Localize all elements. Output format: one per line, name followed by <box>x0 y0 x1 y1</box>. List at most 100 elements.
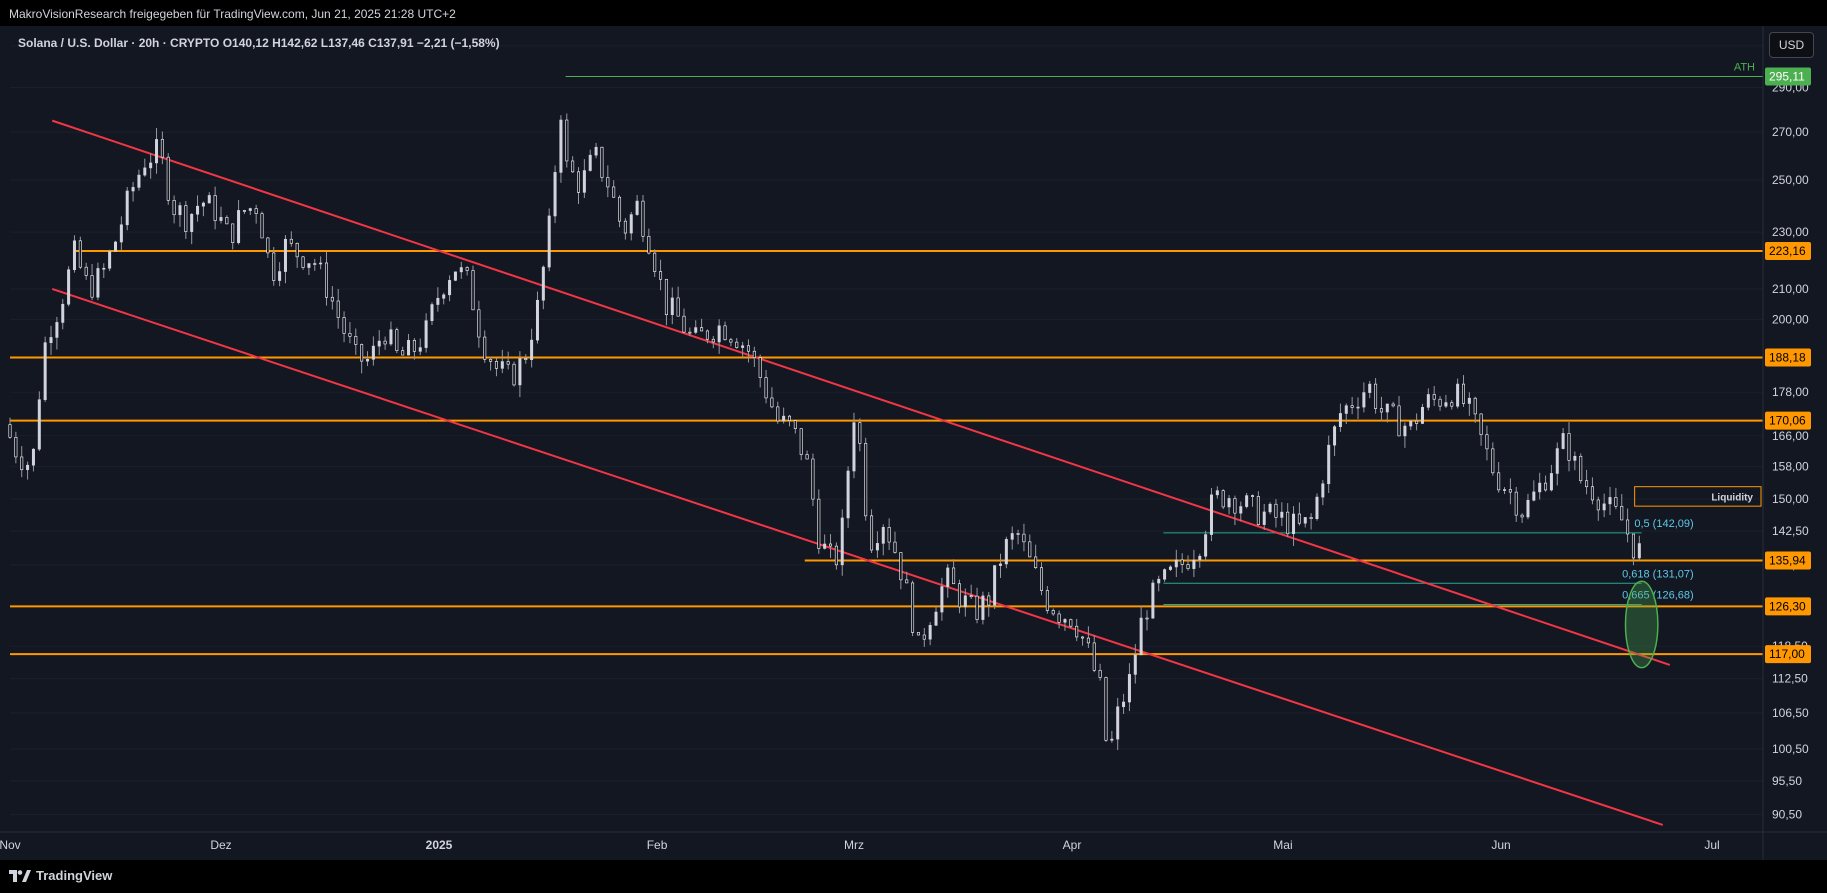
candle-body <box>852 422 856 472</box>
chart-background <box>0 26 1827 860</box>
candle-body <box>694 327 698 333</box>
candle-body <box>629 214 633 234</box>
fib-label: 0,618 (131,07) <box>1622 568 1694 580</box>
currency-button[interactable]: USD <box>1769 32 1814 58</box>
candle-body <box>1016 533 1020 535</box>
candle-body <box>787 415 791 421</box>
price-chart[interactable]: ATH 0,5 (142,09) 0,618 (131,07) 0,665 (126,… <box>0 26 1827 860</box>
candle-body <box>799 428 803 455</box>
y-tick-label: 250,00 <box>1772 173 1809 187</box>
candle-body <box>1127 674 1131 703</box>
candle-body <box>664 278 668 316</box>
candle-body <box>670 297 674 316</box>
price-tag <box>1765 67 1811 86</box>
candle-body <box>1303 517 1307 524</box>
x-tick-label: 2025 <box>426 838 453 852</box>
candle-body <box>577 171 581 193</box>
candle-body <box>524 358 528 361</box>
candle-body <box>1116 706 1120 740</box>
candle-body <box>1145 617 1149 620</box>
candle-body <box>1192 559 1196 569</box>
candle-body <box>741 345 745 348</box>
candle-body <box>278 271 282 281</box>
candle-body <box>242 210 246 212</box>
candle-body <box>518 358 522 386</box>
candle-body <box>1262 511 1266 525</box>
tradingview-logo[interactable]: TradingView <box>9 868 112 883</box>
candle-body <box>1450 402 1454 407</box>
candle-body <box>1297 513 1301 524</box>
candle-body <box>1209 494 1213 535</box>
candle-body <box>1004 539 1008 565</box>
candle-body <box>1034 556 1038 568</box>
candle-body <box>1321 483 1325 498</box>
candle-body <box>1473 397 1477 415</box>
x-tick-label: Mai <box>1273 838 1292 852</box>
candle-body <box>1514 491 1518 516</box>
symbol-legend[interactable]: Solana / U.S. Dollar · 20h · CRYPTO O140… <box>18 36 500 50</box>
candle-body <box>647 235 651 254</box>
candle-body <box>49 337 53 343</box>
candle-body <box>1186 564 1190 569</box>
candle-body <box>911 582 915 633</box>
candle-body <box>389 329 393 345</box>
price-tag-label: 223,16 <box>1769 244 1806 258</box>
candle-body <box>14 436 18 458</box>
candle-body <box>1608 497 1612 505</box>
candle-body <box>805 454 809 460</box>
candle-body <box>207 195 211 204</box>
candle-body <box>1497 472 1501 491</box>
y-tick-label: 270,00 <box>1772 125 1809 139</box>
candle-body <box>1415 420 1419 424</box>
candle-body <box>1520 514 1524 518</box>
candle-body <box>1239 506 1243 514</box>
price-axis[interactable]: 310,00290,00270,00250,00230,00210,00200,… <box>1762 26 1827 860</box>
candle-body <box>407 340 411 356</box>
candle-body <box>1069 619 1073 627</box>
candle-body <box>78 240 82 268</box>
price-tag <box>1765 551 1811 570</box>
candle-body <box>1579 455 1583 482</box>
candle-body <box>1163 569 1167 580</box>
candle-body <box>489 359 493 362</box>
candle-body <box>1028 541 1032 558</box>
candle-body <box>354 336 358 345</box>
candle-body <box>125 190 129 226</box>
price-tag <box>1765 411 1811 430</box>
candle-body <box>1391 403 1395 407</box>
candle-body <box>1180 559 1184 565</box>
price-tag <box>1765 348 1811 367</box>
candle-body <box>770 397 774 408</box>
price-tag <box>1765 242 1811 261</box>
candle-body <box>1461 383 1465 404</box>
candle-body <box>1139 617 1143 656</box>
candle-body <box>1379 408 1383 413</box>
candle-body <box>1174 559 1178 568</box>
candle-body <box>881 527 885 544</box>
candle-body <box>371 345 375 360</box>
candle-body <box>764 377 768 399</box>
candle-body <box>90 275 94 298</box>
candle-body <box>418 347 422 352</box>
candle-body <box>1057 613 1061 623</box>
candle-body <box>1274 503 1278 518</box>
x-tick-label: Dez <box>210 838 231 852</box>
candle-body <box>846 470 850 519</box>
candle-body <box>1485 434 1489 450</box>
y-tick-label: 95,50 <box>1772 774 1802 788</box>
candle-body <box>541 266 545 301</box>
candle-body <box>1420 407 1424 424</box>
candle-body <box>1444 402 1448 407</box>
candle-body <box>1385 403 1389 413</box>
candle-body <box>1309 517 1313 519</box>
candle-body <box>149 162 153 169</box>
candle-body <box>1350 405 1354 408</box>
candle-body <box>260 213 264 239</box>
y-tick-label: 230,00 <box>1772 225 1809 239</box>
time-axis[interactable]: Nov Dez 2025 Feb Mrz Apr Mai Jun Jul <box>0 831 1827 852</box>
candle-body <box>313 263 317 265</box>
candle-body <box>1549 473 1553 491</box>
candle-body <box>1233 498 1237 514</box>
candle-body <box>899 552 903 581</box>
candle-body <box>1122 701 1126 708</box>
